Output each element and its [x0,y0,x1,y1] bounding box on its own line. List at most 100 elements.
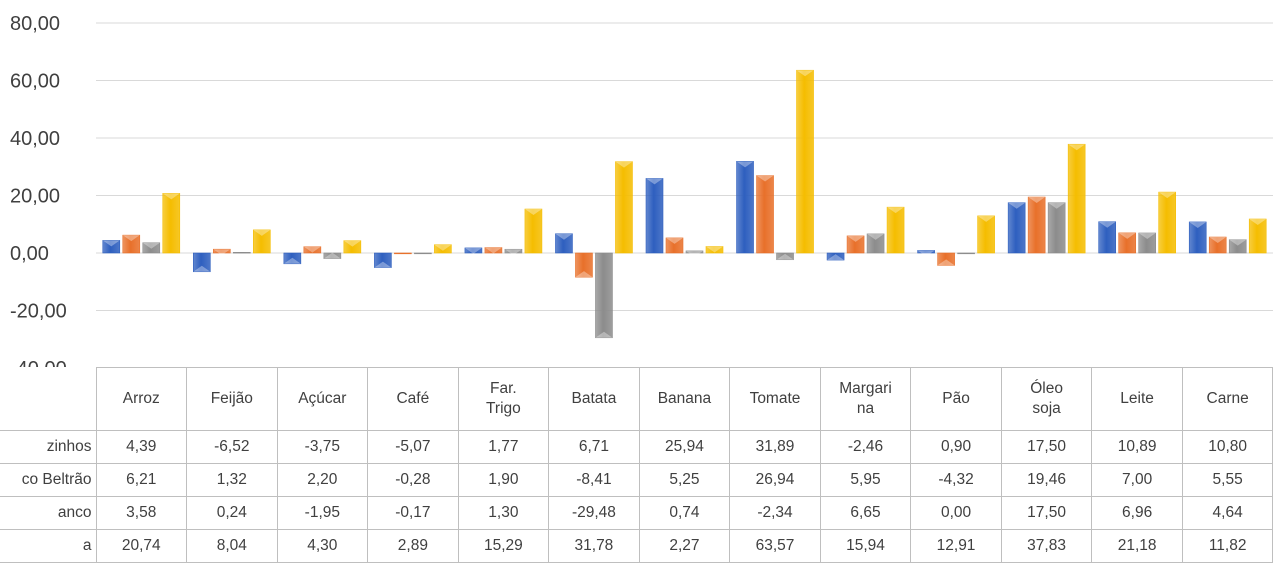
data-cell: 1,30 [457,496,550,530]
bar-bevel [615,161,633,168]
bar [1007,202,1026,254]
bar [1248,218,1267,254]
bar [414,252,432,255]
data-cell: 21,18 [1091,529,1183,563]
data-cell: 5,55 [1181,463,1273,497]
bar-bevel [1249,219,1267,226]
category-label: Pão [910,367,1002,431]
data-cell: 10,89 [1091,430,1183,464]
bar-bevel [1209,237,1227,244]
bar-bevel [434,244,452,251]
bar [524,208,543,254]
y-axis-tick-labels: -40,00 -20,00 0,00 20,00 40,00 60,00 80,00 [10,13,67,367]
bar-bevel [504,249,522,256]
bar [464,247,483,254]
y-tick-label: 80,00 [10,13,60,35]
y-tick-label: -20,00 [10,301,67,323]
data-cell: -2,46 [819,430,912,464]
data-cell: 4,30 [276,529,369,563]
bar [1027,196,1046,254]
table-row: a 20,74 8,04 4,30 2,89 15,29 31,78 2,27 63,57 15,… [0,529,1273,563]
bar [685,250,704,254]
bar [484,247,503,254]
data-cell: 15,29 [457,529,550,563]
data-cell: -4,32 [910,463,1002,497]
bar-bevel [666,237,683,244]
bar [1138,232,1156,254]
data-cell: 19,46 [1000,463,1093,497]
bar-bevel [303,246,321,253]
bar-bevel [283,257,301,264]
bar-bevel [887,207,905,214]
bar-bevel [595,331,613,338]
bar [1067,143,1086,254]
bar-bevel [1189,221,1207,228]
data-cell: -0,28 [367,463,459,497]
category-label: Far. Trigo [457,367,550,431]
category-label: Feijão [186,367,278,431]
bar [1228,239,1247,254]
category-label: Arroz [95,367,188,431]
bar-bevel [1118,232,1136,239]
table-row: co Beltrão 6,21 1,32 2,20 -0,28 1,90 -8,41 5,25… [0,463,1273,497]
bar [193,252,211,273]
bar [796,69,814,254]
data-cell: 3,58 [95,496,188,530]
bar [303,246,322,254]
bar [504,248,523,254]
data-cell: 12,91 [910,529,1002,563]
bar-bevel [1098,221,1116,228]
bar-bevel [867,233,885,240]
category-label: Banana [638,367,731,431]
bar-bevel [575,271,593,278]
y-tick-label: 0,00 [10,243,49,265]
bar [615,161,633,254]
bar-bevel [323,252,341,259]
table-corner [0,367,97,431]
data-cell: -3,75 [276,430,369,464]
bar-bevel [524,209,542,216]
category-label: Batata [548,367,640,431]
data-cell: -8,41 [548,463,640,497]
bar-bevel [977,215,995,222]
bar [142,242,161,254]
bar [826,252,845,261]
series-label: a [0,529,97,563]
bar-bevel [1068,144,1086,151]
y-tick-label: 20,00 [10,186,60,208]
data-cell: 15,94 [819,529,912,563]
y-tick-label: 40,00 [10,128,60,150]
category-label: Carne [1181,367,1273,431]
bar-bevel [555,233,573,240]
bar-bevel [736,161,754,168]
bar-bevel [1028,197,1046,204]
bar [665,237,684,254]
bar [846,235,865,254]
data-cell: 1,90 [457,463,550,497]
data-cell: 8,04 [186,529,278,563]
bar [1098,221,1116,254]
data-cell: 4,64 [1181,496,1273,530]
bar [917,250,935,254]
series-label: co Beltrão [0,463,97,497]
bar [555,233,573,254]
data-cell: -5,07 [367,430,459,464]
bar-bevel [253,229,271,236]
data-cell: 6,71 [548,430,640,464]
bar-bevel [1048,202,1066,209]
bar-chart: -40,00 -20,00 0,00 20,00 40,00 60,00 80,00 [10,13,1273,367]
bar-bevel [1008,202,1026,209]
bar-bevel [1158,192,1176,199]
data-cell: 2,89 [367,529,459,563]
bar [213,248,231,254]
data-cell: -29,48 [548,496,640,530]
bar [595,252,613,339]
bar [705,246,724,254]
bar-bevel [213,249,231,256]
data-cell: 63,57 [729,529,821,563]
bar-bevel [796,70,814,77]
data-cell: 4,39 [95,430,188,464]
data-cell: 25,94 [638,430,731,464]
bar-bevel [827,254,845,261]
bar [1047,202,1066,254]
